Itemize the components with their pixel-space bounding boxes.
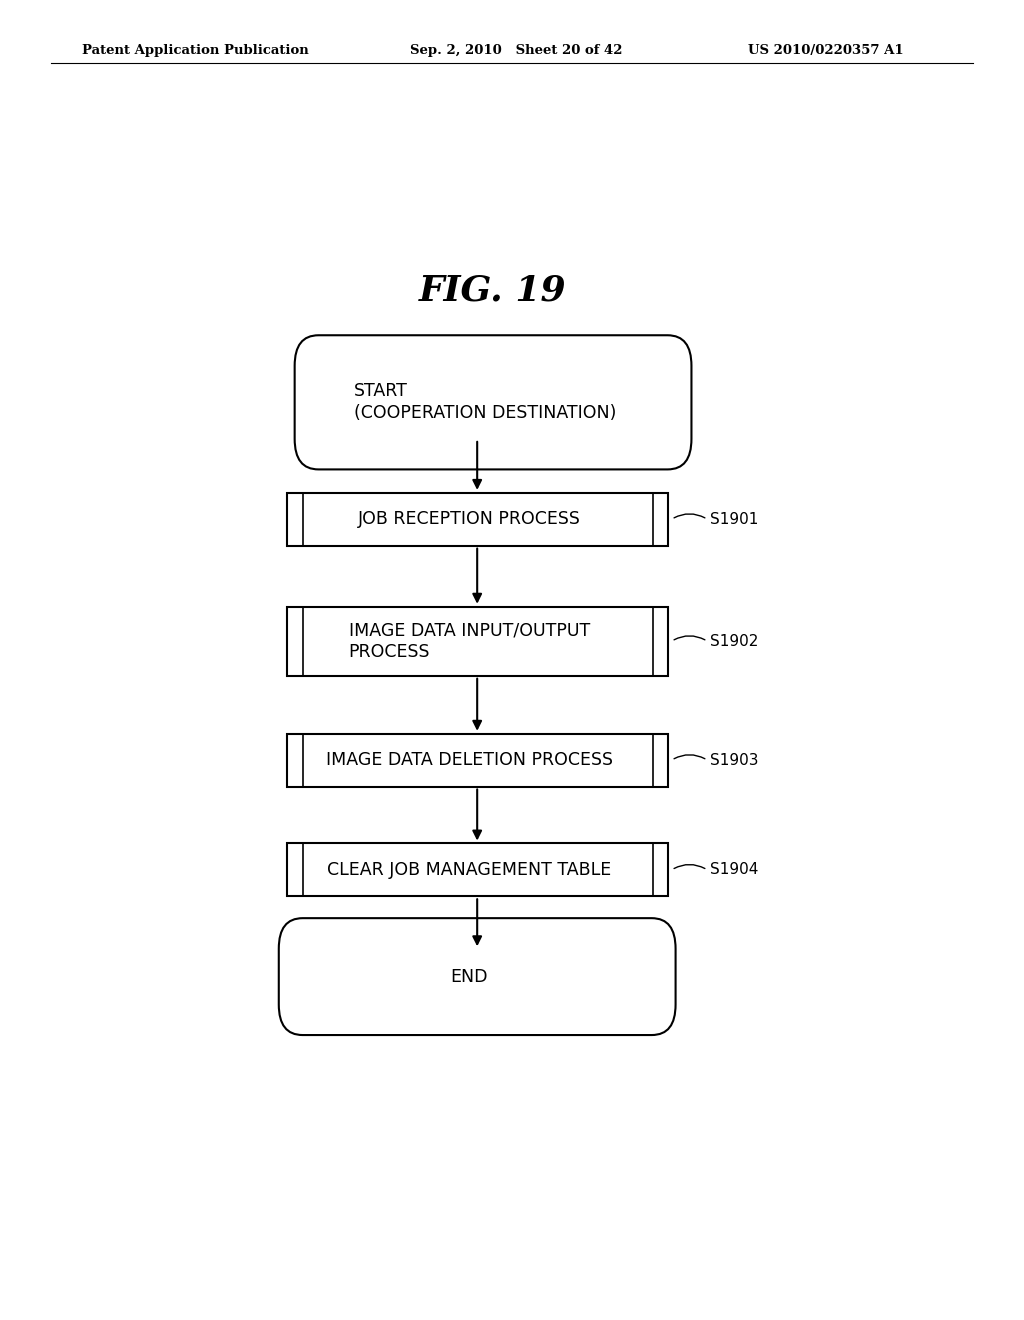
Bar [287,734,668,787]
Bar [287,492,668,545]
Text: CLEAR JOB MANAGEMENT TABLE: CLEAR JOB MANAGEMENT TABLE [327,861,611,879]
Text: IMAGE DATA DELETION PROCESS: IMAGE DATA DELETION PROCESS [326,751,612,770]
Text: Patent Application Publication: Patent Application Publication [82,44,308,57]
Bar [287,607,668,676]
FancyBboxPatch shape [295,335,691,470]
Text: FIG. 19: FIG. 19 [419,273,567,308]
Text: S1904: S1904 [710,862,758,878]
Text: Sep. 2, 2010   Sheet 20 of 42: Sep. 2, 2010 Sheet 20 of 42 [410,44,623,57]
Text: START
(COOPERATION DESTINATION): START (COOPERATION DESTINATION) [354,383,616,422]
Text: S1903: S1903 [710,752,758,768]
Text: IMAGE DATA INPUT/OUTPUT
PROCESS: IMAGE DATA INPUT/OUTPUT PROCESS [348,622,590,661]
Text: JOB RECEPTION PROCESS: JOB RECEPTION PROCESS [357,511,581,528]
FancyBboxPatch shape [279,919,676,1035]
Text: END: END [451,968,488,986]
Text: US 2010/0220357 A1: US 2010/0220357 A1 [748,44,903,57]
Bar [287,843,668,896]
Text: S1902: S1902 [710,634,758,648]
Text: S1901: S1901 [710,512,758,527]
